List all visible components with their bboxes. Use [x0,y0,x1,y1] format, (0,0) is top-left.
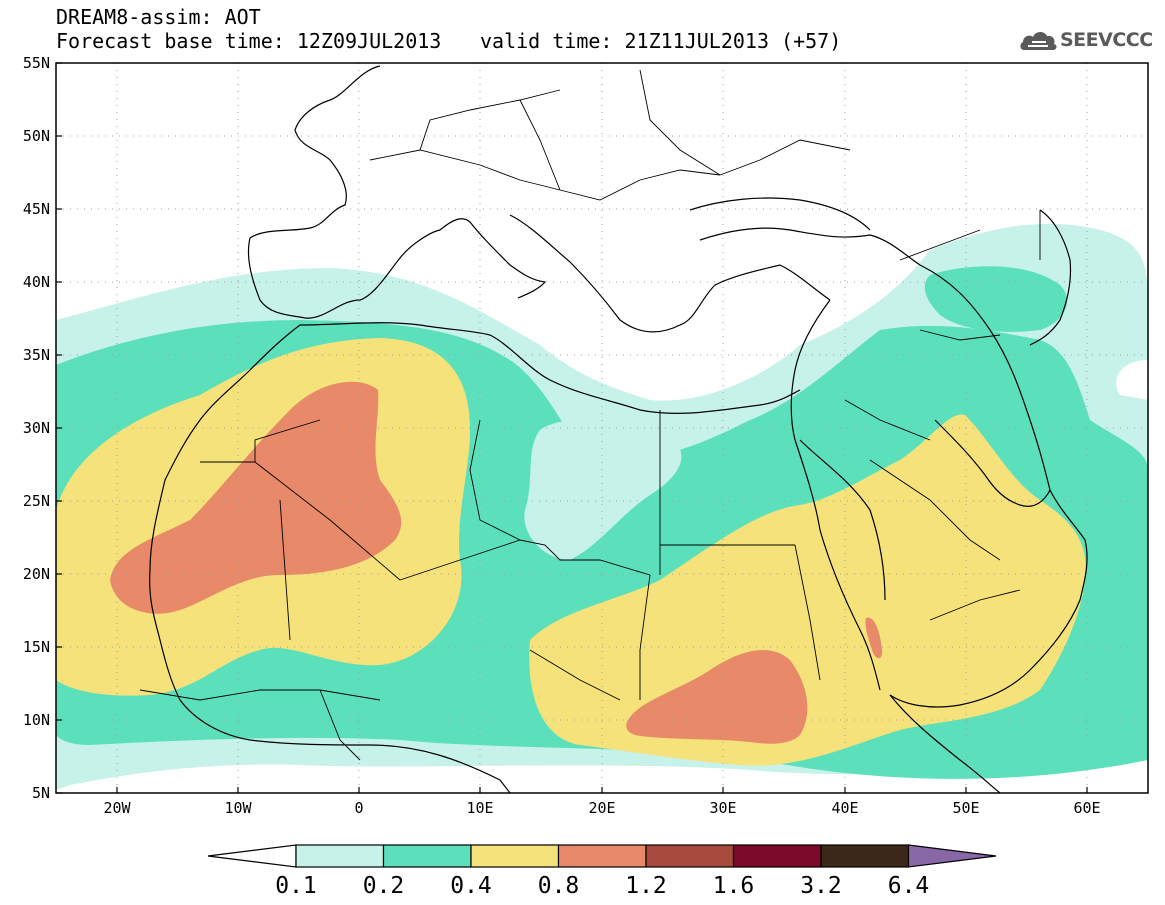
lon-tick-label: 20W [103,799,131,817]
lat-tick-label: 40N [23,273,50,291]
cloud-icon [1020,31,1057,50]
lon-tick-label: 10E [466,799,493,817]
colorbar-label: 0.8 [538,873,580,899]
colorbar-box [470,844,560,868]
forecast-base-time: Forecast base time: 12Z09JUL2013 [56,29,442,53]
colorbar-under-triangle [207,844,297,868]
chart-title: DREAM8-assim: AOT [56,5,261,29]
colorbar-box [820,844,910,868]
coastlines [149,65,1088,793]
colorbar-label: 0.2 [363,873,405,899]
borders [139,69,1041,761]
colorbar [207,844,997,868]
colorbar-label: 6.4 [888,873,930,899]
lon-tick-label: 60E [1073,799,1100,817]
colorbar-label: 3.2 [800,873,842,899]
graticule [56,63,1148,793]
colorbar-label: 0.4 [450,873,492,899]
aot-contour-0-1-hole [524,418,682,560]
colorbar-box [645,844,735,868]
lat-tick-label: 30N [23,419,50,437]
valid-time: valid time: 21Z11JUL2013 (+57) [480,29,842,53]
colorbar-label: 0.1 [275,873,317,899]
lat-tick-label: 35N [23,346,50,364]
colorbar-box [295,844,385,868]
colorbar-box [557,844,647,868]
lon-tick-labels: 20W 10W 0 10E 20E 30E 40E 50E 60E [103,799,1100,817]
lon-tick-label: 40E [831,799,858,817]
lat-tick-label: 5N [32,784,50,802]
lat-tick-label: 50N [23,127,50,145]
lon-tick-label: 20E [588,799,615,817]
lon-tick-label: 10W [224,799,252,817]
tick-marks [56,62,1088,794]
lat-tick-labels: 55N 50N 45N 40N 35N 30N 25N 20N 15N 10N … [23,54,50,802]
colorbar-labels: 0.1 0.2 0.4 0.8 1.2 1.6 3.2 6.4 [275,873,929,899]
colorbar-box [382,844,472,868]
lat-tick-label: 10N [23,711,50,729]
colorbar-box [732,844,822,868]
lat-tick-label: 55N [23,54,50,72]
aot-contour-0-8-east [626,649,808,744]
colorbar-label: 1.6 [713,873,755,899]
aot-field [56,63,1148,793]
lat-tick-label: 45N [23,200,50,218]
aot-contour-0-2-caspian [924,266,1068,332]
aot-contour-0-8-west [110,381,402,614]
lon-tick-label: 0 [354,799,363,817]
aot-contour-0-4-east [529,414,1086,766]
aot-contour-0-8-redsea [865,617,883,659]
colorbar-over-triangle [907,844,997,868]
lat-tick-label: 15N [23,638,50,656]
colorbar-label: 1.2 [625,873,667,899]
lat-tick-label: 20N [23,565,50,583]
logo-text: SEEVCCC [1060,29,1153,51]
lon-tick-label: 30E [709,799,736,817]
lon-tick-label: 50E [952,799,979,817]
lat-tick-label: 25N [23,492,50,510]
